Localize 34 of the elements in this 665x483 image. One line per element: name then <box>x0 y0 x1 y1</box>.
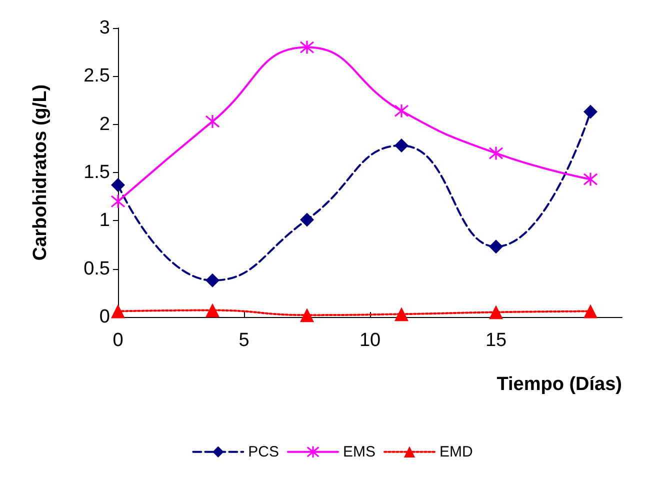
y-tick-label: 2.5 <box>84 66 110 87</box>
point <box>489 240 503 254</box>
y-tick-label: 2 <box>99 114 110 135</box>
point <box>300 40 314 55</box>
legend-label: EMD <box>440 443 474 460</box>
legend-label: EMS <box>343 443 376 460</box>
point <box>583 172 598 187</box>
x-axis-title: Tiempo (Días) <box>496 374 622 395</box>
point <box>206 273 220 288</box>
x-tick-label: 0 <box>112 330 124 351</box>
point <box>206 303 220 318</box>
y-axis-title: Carbohidratos (g/L) <box>30 84 51 261</box>
point <box>300 212 314 227</box>
point <box>300 308 314 322</box>
y-tick-label: 0.5 <box>84 258 110 280</box>
point <box>489 305 503 320</box>
y-tick-label: 1.5 <box>84 162 110 183</box>
point <box>110 194 126 209</box>
point <box>111 178 125 192</box>
x-tick-label: 5 <box>238 330 250 351</box>
x-tick-label: 10 <box>359 330 381 351</box>
point <box>488 146 504 161</box>
point <box>394 138 408 153</box>
y-tick-label: 0 <box>99 306 110 328</box>
point <box>394 307 408 322</box>
point <box>584 104 598 119</box>
x-tick-label: 15 <box>485 330 507 351</box>
point <box>584 304 598 318</box>
point <box>394 104 409 118</box>
point <box>205 114 220 129</box>
y-tick-label: 3 <box>99 18 110 38</box>
legend-label: PCS <box>248 443 280 460</box>
point <box>111 304 125 318</box>
y-tick-label: 1 <box>99 210 110 232</box>
